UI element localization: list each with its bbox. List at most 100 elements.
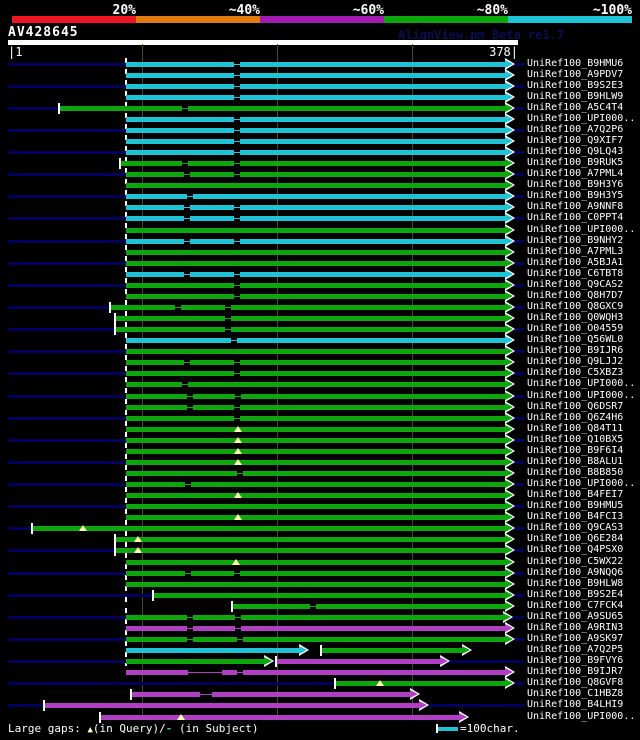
row-label[interactable]: UniRef100_Q9LJJ2	[527, 356, 624, 367]
row-label[interactable]: UniRef100_A5BJA1	[527, 257, 624, 268]
hit-bar[interactable]	[126, 626, 505, 631]
hit-bar[interactable]	[126, 294, 505, 299]
hit-bar[interactable]	[132, 692, 410, 697]
row-label[interactable]: UniRef100_Q8H7D7	[527, 290, 624, 301]
row-label[interactable]: UniRef100_Q84T11	[527, 423, 624, 434]
hit-bar[interactable]	[126, 228, 505, 233]
row-label[interactable]: UniRef100_A7Q2P5	[527, 644, 624, 655]
hit-bar[interactable]	[126, 427, 505, 432]
hit-bar[interactable]	[111, 305, 505, 310]
hit-bar[interactable]	[126, 360, 505, 365]
hit-bar[interactable]	[126, 394, 505, 399]
row-label[interactable]: UniRef100_B9H3Y5	[527, 190, 624, 201]
row-label[interactable]: UniRef100_O04559	[527, 323, 624, 334]
row-label[interactable]: UniRef100_B9FVY6	[527, 655, 624, 666]
hit-bar[interactable]	[116, 316, 505, 321]
row-label[interactable]: UniRef100_C7FCK4	[527, 600, 624, 611]
row-label[interactable]: UniRef100_B4FEI7	[527, 489, 624, 500]
row-label[interactable]: UniRef100_B9HLW9	[527, 91, 624, 102]
hit-bar[interactable]	[126, 250, 505, 255]
row-label[interactable]: UniRef100_Q10BX5	[527, 434, 624, 445]
hit-bar[interactable]	[116, 327, 505, 332]
row-label[interactable]: UniRef100_C5XBZ3	[527, 367, 624, 378]
row-label[interactable]: UniRef100_Q9CAS2	[527, 279, 624, 290]
row-label[interactable]: UniRef100_A9NNF8	[527, 201, 624, 212]
row-label[interactable]: UniRef100_B9IJR7	[527, 666, 624, 677]
row-label[interactable]: UniRef100_B4LHI9	[527, 699, 624, 710]
hit-bar[interactable]	[126, 84, 505, 89]
row-label[interactable]: UniRef100_B9HMU6	[527, 58, 624, 69]
hit-bar[interactable]	[126, 493, 505, 498]
hit-bar[interactable]	[126, 615, 503, 620]
hit-bar[interactable]	[126, 117, 505, 122]
row-label[interactable]: UniRef100_B9RUK5	[527, 157, 624, 168]
hit-bar[interactable]	[126, 582, 505, 587]
hit-bar[interactable]	[126, 95, 505, 100]
hit-bar[interactable]	[126, 482, 505, 487]
hit-bar[interactable]	[126, 449, 505, 454]
hit-bar[interactable]	[126, 438, 505, 443]
hit-bar[interactable]	[336, 681, 505, 686]
row-label[interactable]: UniRef100_Q6DSR7	[527, 401, 624, 412]
row-label[interactable]: UniRef100_Q9XIF7	[527, 135, 624, 146]
row-label[interactable]: UniRef100_UPI000..	[527, 113, 636, 124]
row-label[interactable]: UniRef100_B8B850	[527, 467, 624, 478]
hit-bar[interactable]	[126, 172, 505, 177]
hit-bar[interactable]	[126, 73, 505, 78]
hit-bar[interactable]	[126, 62, 505, 67]
row-label[interactable]: UniRef100_UPI000..	[527, 378, 636, 389]
row-label[interactable]: UniRef100_Q0WQH3	[527, 312, 624, 323]
row-label[interactable]: UniRef100_A9NQQ6	[527, 567, 624, 578]
hit-bar[interactable]	[126, 239, 505, 244]
hit-bar[interactable]	[126, 261, 505, 266]
hit-bar[interactable]	[126, 349, 505, 354]
row-label[interactable]: UniRef100_Q6E284	[527, 533, 624, 544]
row-label[interactable]: UniRef100_A9SU65	[527, 611, 624, 622]
hit-bar[interactable]	[126, 128, 505, 133]
row-label[interactable]: UniRef100_B9IJR6	[527, 345, 624, 356]
hit-bar[interactable]	[126, 416, 505, 421]
row-label[interactable]: UniRef100_Q4PSX0	[527, 544, 624, 555]
hit-bar[interactable]	[126, 371, 505, 376]
row-label[interactable]: UniRef100_UPI000..	[527, 711, 636, 722]
hit-bar[interactable]	[126, 272, 505, 277]
row-label[interactable]: UniRef100_Q6Z4H6	[527, 412, 624, 423]
hit-bar[interactable]	[126, 515, 505, 520]
hit-bar[interactable]	[126, 571, 505, 576]
hit-bar[interactable]	[126, 560, 505, 565]
hit-bar[interactable]	[101, 715, 459, 720]
hit-bar[interactable]	[322, 648, 462, 653]
hit-bar[interactable]	[126, 283, 505, 288]
row-label[interactable]: UniRef100_Q56WL0	[527, 334, 624, 345]
hit-bar[interactable]	[60, 106, 505, 111]
hit-bar[interactable]	[126, 150, 505, 155]
row-label[interactable]: UniRef100_B9S2E4	[527, 589, 624, 600]
hit-bar[interactable]	[126, 648, 299, 653]
row-label[interactable]: UniRef100_UPI000..	[527, 224, 636, 235]
row-label[interactable]: UniRef100_A7PML3	[527, 246, 624, 257]
hit-bar[interactable]	[45, 703, 419, 708]
row-label[interactable]: UniRef100_B9HLW8	[527, 578, 624, 589]
row-label[interactable]: UniRef100_Q9CAS3	[527, 522, 624, 533]
row-label[interactable]: UniRef100_A7Q2P6	[527, 124, 624, 135]
hit-bar[interactable]	[233, 604, 505, 609]
hit-bar[interactable]	[126, 216, 505, 221]
row-label[interactable]: UniRef100_B9HMU5	[527, 500, 624, 511]
row-label[interactable]: UniRef100_B8ALU1	[527, 456, 624, 467]
row-label[interactable]: UniRef100_Q8GVF8	[527, 677, 624, 688]
row-label[interactable]: UniRef100_B9NHY2	[527, 235, 624, 246]
hit-bar[interactable]	[116, 548, 505, 553]
hit-bar[interactable]	[126, 670, 505, 675]
row-label[interactable]: UniRef100_B4FCI3	[527, 511, 624, 522]
hit-bar[interactable]	[126, 405, 505, 410]
row-label[interactable]: UniRef100_A9RIN3	[527, 622, 624, 633]
row-label[interactable]: UniRef100_A5C4T4	[527, 102, 624, 113]
hit-bar[interactable]	[121, 161, 505, 166]
hit-bar[interactable]	[126, 659, 264, 664]
row-label[interactable]: UniRef100_C0PPT4	[527, 212, 624, 223]
row-label[interactable]: UniRef100_C6TBT8	[527, 268, 624, 279]
row-label[interactable]: UniRef100_Q8GXC9	[527, 301, 624, 312]
row-label[interactable]: UniRef100_A7PML4	[527, 168, 624, 179]
row-label[interactable]: UniRef100_A9SK97	[527, 633, 624, 644]
hit-bar[interactable]	[126, 460, 505, 465]
